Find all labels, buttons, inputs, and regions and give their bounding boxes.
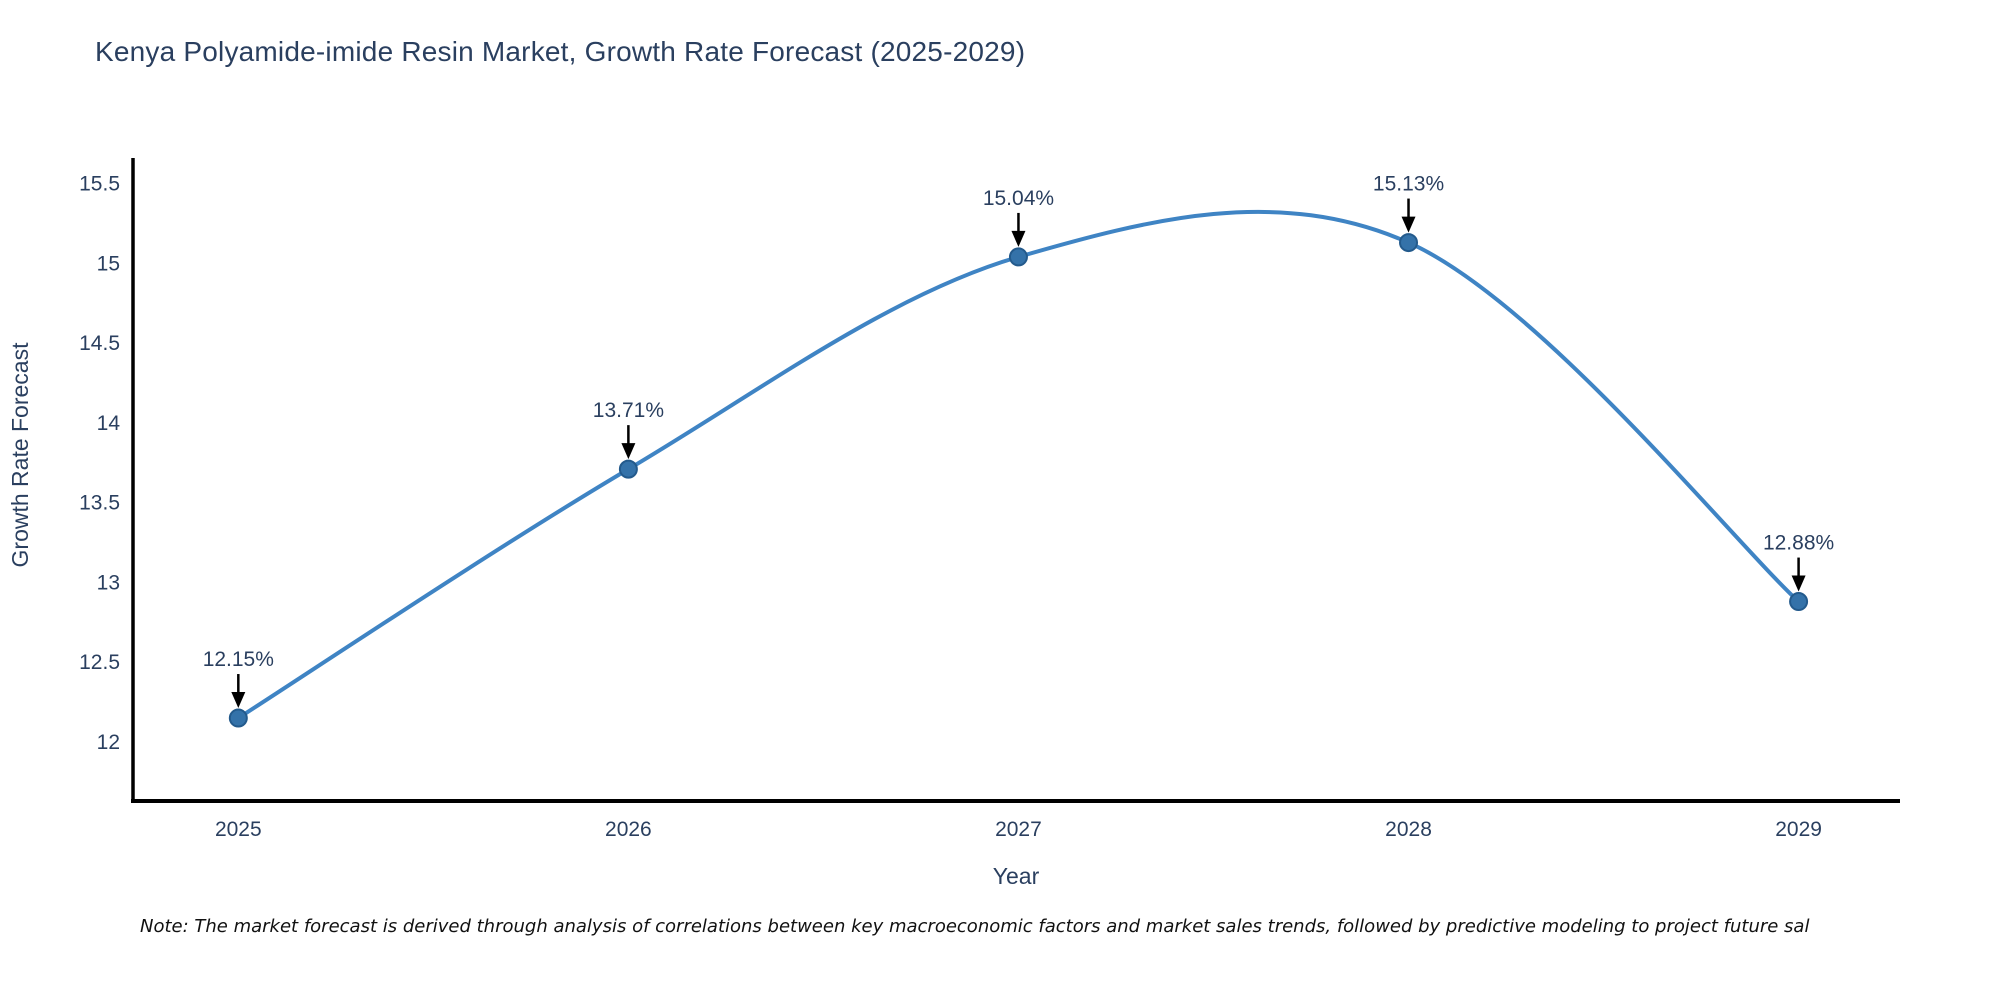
y-tick-label: 12.5 — [79, 651, 120, 674]
data-point-marker — [1008, 247, 1028, 267]
data-point-label: 13.71% — [593, 399, 664, 422]
y-tick-label: 14 — [97, 412, 121, 435]
y-tick-label: 14.5 — [79, 332, 120, 355]
x-tick-label: 2025 — [215, 818, 262, 841]
x-axis-title: Year — [993, 863, 1040, 889]
forecast-line — [236, 209, 1801, 721]
data-point-marker — [1789, 592, 1809, 612]
y-tick-label: 13.5 — [79, 492, 120, 515]
x-tick-label: 2028 — [1385, 818, 1432, 841]
y-tick-label: 13 — [97, 571, 120, 594]
annotation-arrow-head — [1011, 230, 1026, 247]
annotation-arrow-head — [1401, 216, 1416, 233]
data-point-label: 12.88% — [1763, 532, 1834, 555]
annotation-arrow-head — [231, 692, 246, 709]
chart-footnote: Note: The market forecast is derived thr… — [140, 916, 1810, 937]
data-point-marker — [618, 459, 638, 479]
data-point-marker — [1399, 233, 1419, 253]
annotation-arrow-head — [621, 443, 636, 460]
y-tick-label: 15.5 — [79, 173, 120, 196]
data-point-label: 15.04% — [983, 187, 1054, 210]
y-axis-title: Growth Rate Forecast — [7, 342, 33, 568]
x-tick-label: 2027 — [995, 818, 1042, 841]
y-tick-label: 15 — [97, 252, 120, 275]
x-tick-label: 2029 — [1775, 818, 1822, 841]
data-point-label: 15.13% — [1373, 173, 1444, 196]
annotation-arrow-head — [1791, 575, 1806, 592]
data-point-label: 12.15% — [203, 648, 274, 671]
chart-title: Kenya Polyamide-imide Resin Market, Grow… — [95, 36, 1026, 67]
y-tick-label: 12 — [97, 731, 120, 754]
data-point-marker — [228, 708, 248, 728]
x-tick-label: 2026 — [605, 818, 652, 841]
